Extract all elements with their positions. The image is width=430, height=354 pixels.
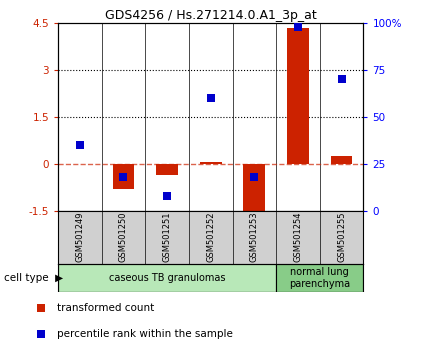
Bar [200, 162, 221, 164]
Text: caseous TB granulomas: caseous TB granulomas [109, 273, 225, 283]
Text: transformed count: transformed count [57, 303, 154, 313]
Text: GSM501249: GSM501249 [75, 212, 84, 262]
Text: cell type  ▶: cell type ▶ [4, 273, 64, 283]
Text: GSM501252: GSM501252 [206, 212, 215, 262]
Text: GSM501255: GSM501255 [337, 212, 346, 262]
Text: GSM501250: GSM501250 [119, 212, 128, 262]
Bar [243, 164, 265, 212]
Bar [156, 164, 178, 175]
Text: GSM501253: GSM501253 [250, 212, 259, 263]
Text: percentile rank within the sample: percentile rank within the sample [57, 329, 233, 339]
Bar [113, 164, 134, 189]
Point [207, 95, 214, 101]
Point [164, 193, 171, 199]
Bar [331, 156, 353, 164]
Bar [58, 264, 276, 292]
Point [77, 142, 83, 148]
Title: GDS4256 / Hs.271214.0.A1_3p_at: GDS4256 / Hs.271214.0.A1_3p_at [105, 9, 316, 22]
Bar [276, 264, 363, 292]
Text: normal lung
parenchyma: normal lung parenchyma [289, 267, 350, 289]
Text: GSM501254: GSM501254 [293, 212, 302, 262]
Point [338, 76, 345, 82]
Point [396, 170, 402, 176]
Point [295, 24, 301, 30]
Bar [287, 28, 309, 164]
Text: GSM501251: GSM501251 [163, 212, 172, 262]
Point [251, 174, 258, 180]
Point [120, 174, 127, 180]
